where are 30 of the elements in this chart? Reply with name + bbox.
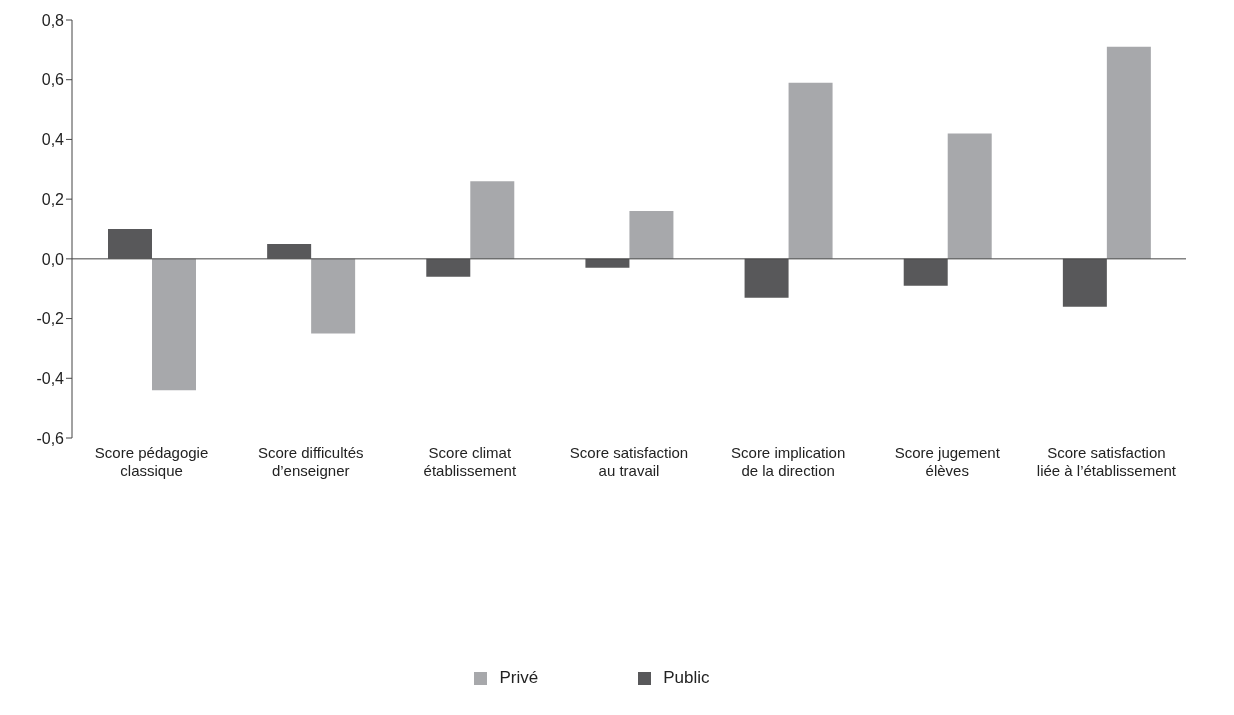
x-tick-label: Score implication de la direction <box>731 444 846 479</box>
bar <box>108 229 152 259</box>
y-tick-label: 0,2 <box>41 190 65 208</box>
y-tick-label: -0,2 <box>36 310 65 328</box>
bar <box>1106 46 1151 259</box>
bar <box>426 258 471 277</box>
bar <box>470 181 515 259</box>
bar <box>744 258 789 298</box>
bar <box>903 258 948 286</box>
bar <box>152 258 196 391</box>
y-tick-label: 0,6 <box>41 71 65 89</box>
bar <box>788 82 833 259</box>
x-tick-label: Score climat établissement <box>423 444 517 479</box>
y-tick-label: 0,4 <box>41 131 65 149</box>
y-tick-label: -0,4 <box>36 369 65 387</box>
bar <box>947 133 992 259</box>
legend-label: Public <box>663 668 710 687</box>
bar <box>629 211 674 259</box>
bar <box>1062 258 1107 307</box>
bar <box>311 258 356 334</box>
x-tick-label: Score satisfaction liée à l’établissement <box>1036 444 1177 479</box>
x-tick-label: Score difficultés d’enseigner <box>257 444 364 479</box>
x-tick-label: Score pédagogie classique <box>94 444 209 479</box>
y-tick-label: 0,8 <box>41 11 65 29</box>
legend-label: Privé <box>499 668 539 687</box>
x-tick-label: Score jugement élèves <box>894 444 1001 479</box>
y-tick-label: -0,6 <box>36 429 65 447</box>
x-tick-label: Score satisfaction au travail <box>569 444 689 479</box>
bar <box>267 243 312 259</box>
y-tick-label: 0,0 <box>41 250 65 268</box>
